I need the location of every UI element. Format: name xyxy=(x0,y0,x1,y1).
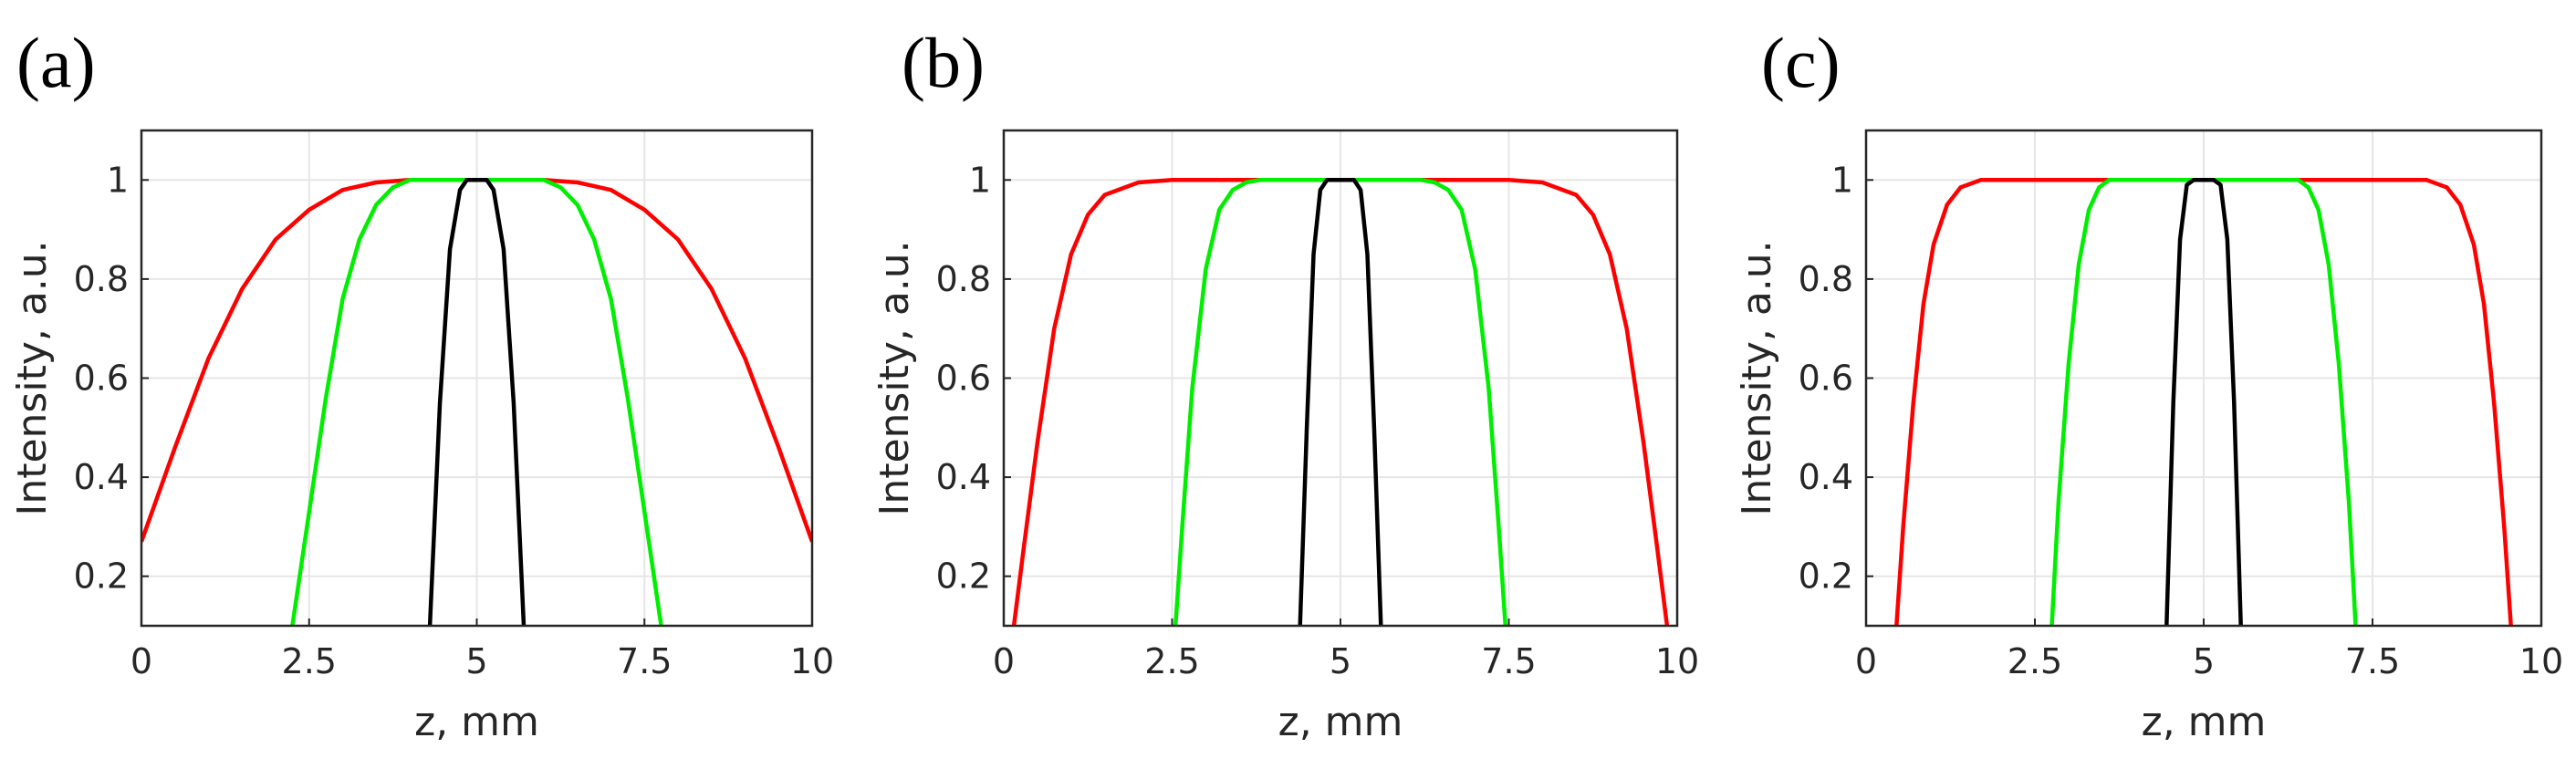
y-tick-label: 0.8 xyxy=(1799,259,1853,299)
y-tick-label: 0.4 xyxy=(936,457,991,497)
series-line-3 xyxy=(1298,178,1383,626)
panel-label: (c) xyxy=(1761,23,1841,102)
x-tick-label: 5 xyxy=(1330,641,1351,681)
x-tick-label: 2.5 xyxy=(2008,641,2062,681)
x-tick-label: 2.5 xyxy=(1144,641,1199,681)
y-tick-label: 0.6 xyxy=(936,359,991,399)
panel-label: (b) xyxy=(902,23,985,102)
x-tick-label: 7.5 xyxy=(2345,641,2400,681)
panel-label: (a) xyxy=(16,23,96,102)
y-tick-label: 0.6 xyxy=(74,359,129,399)
y-tick-label: 0.2 xyxy=(74,556,129,597)
y-axis-label: Intensity, a.u. xyxy=(9,240,56,515)
y-tick-label: 0.4 xyxy=(74,457,129,497)
chart-panel-1: (a) 0 2.5 5 7.5 10 0.2 0.4 0.6 0.8 1 z, mm Intensity… xyxy=(9,23,834,745)
y-tick-label: 1 xyxy=(969,160,991,200)
x-tick-label: 7.5 xyxy=(1481,641,1536,681)
y-tick-label: 1 xyxy=(1831,160,1853,200)
y-tick-label: 1 xyxy=(107,160,129,200)
x-axis-label: z, mm xyxy=(2142,699,2267,745)
series-line-3 xyxy=(2164,178,2243,626)
y-tick-label: 0.8 xyxy=(936,259,991,299)
y-tick-label: 0.8 xyxy=(74,259,129,299)
chart-panel-3: (c) 0 2.5 5 7.5 10 0.2 0.4 0.6 0.8 1 z, mm Intensity… xyxy=(1734,23,2563,745)
y-tick-label: 0.6 xyxy=(1799,359,1853,399)
x-tick-label: 10 xyxy=(790,641,834,681)
x-tick-label: 0 xyxy=(1855,641,1877,681)
y-tick-label: 0.2 xyxy=(936,556,991,597)
x-tick-label: 0 xyxy=(130,641,152,681)
x-tick-label: 0 xyxy=(993,641,1015,681)
y-axis-label: Intensity, a.u. xyxy=(1734,240,1780,515)
y-axis-label: Intensity, a.u. xyxy=(871,240,918,515)
x-tick-label: 5 xyxy=(465,641,487,681)
y-tick-label: 0.2 xyxy=(1799,556,1853,597)
x-axis-label: z, mm xyxy=(414,699,539,745)
x-tick-label: 2.5 xyxy=(282,641,337,681)
y-tick-label: 0.4 xyxy=(1799,457,1853,497)
x-tick-label: 5 xyxy=(2193,641,2215,681)
chart-panel-2: (b) 0 2.5 5 7.5 10 0.2 0.4 0.6 0.8 1 z, mm Intensity… xyxy=(871,23,1699,745)
x-tick-label: 10 xyxy=(1655,641,1699,681)
x-axis-label: z, mm xyxy=(1278,699,1403,745)
x-tick-label: 7.5 xyxy=(617,641,672,681)
x-tick-label: 10 xyxy=(2519,641,2563,681)
series-line-3 xyxy=(427,178,527,626)
